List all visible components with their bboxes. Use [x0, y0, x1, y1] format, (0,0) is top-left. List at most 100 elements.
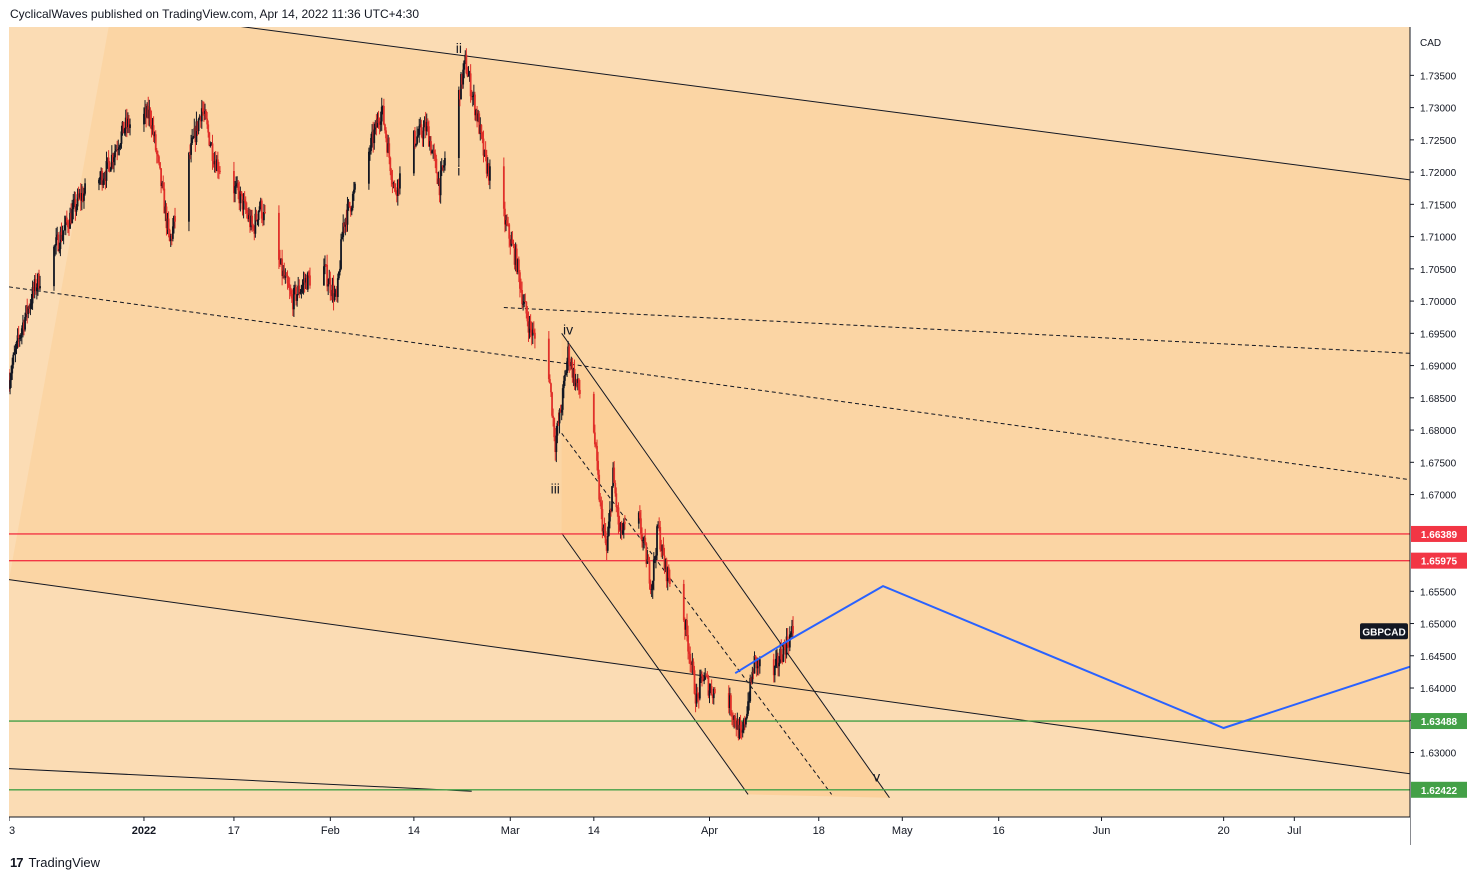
candle-body: [125, 117, 128, 128]
candle-body: [425, 122, 428, 132]
candle-body: [167, 218, 170, 230]
candle-body: [520, 288, 522, 291]
candle-body: [284, 275, 287, 278]
candle-body: [114, 151, 116, 158]
candle-body: [772, 659, 775, 676]
candle-body: [504, 208, 506, 225]
candle-body: [337, 271, 340, 279]
candle-body: [328, 277, 331, 285]
candle-body: [790, 633, 792, 635]
candle-body: [62, 230, 65, 235]
candle-body: [515, 248, 518, 272]
candle-body: [290, 294, 293, 299]
y-tick-label: 1.67500: [1420, 458, 1457, 469]
candle-body: [605, 543, 608, 551]
candle-body: [295, 287, 297, 301]
candle-body: [351, 193, 354, 208]
time-axis[interactable]: 13 2022 17 Feb 14 Mar 14 Apr 18 May 16 Jun 20 Jul: [3, 817, 1301, 837]
candle-body: [660, 549, 663, 552]
candle-body: [306, 272, 309, 290]
x-tick-label: 18: [813, 825, 825, 837]
candle-body: [305, 277, 308, 290]
candle-body: [568, 346, 571, 365]
candle-body: [99, 177, 101, 180]
candle-body: [349, 206, 352, 212]
candle-body: [84, 183, 86, 194]
candle-body: [777, 655, 779, 667]
candle-body: [390, 171, 393, 180]
candle-body: [385, 130, 387, 139]
trendline-solid: [561, 333, 890, 798]
candle-body: [244, 201, 247, 211]
trendline-dashed: [503, 307, 1411, 354]
tradingview-logo-icon[interactable]: 17: [10, 854, 24, 870]
candle-body: [702, 676, 704, 681]
candle-body: [204, 110, 206, 114]
candle-body: [213, 161, 216, 165]
candle-body: [289, 290, 292, 295]
candle-body: [658, 525, 661, 528]
candle-body: [143, 113, 145, 125]
candle-body: [70, 212, 73, 224]
price-axis[interactable]: 1.73500 1.73000 1.72500 1.72000 1.71500 1.710…: [1410, 71, 1457, 760]
candle-body: [708, 690, 711, 696]
candle-body: [326, 264, 329, 287]
candle-body: [469, 73, 472, 97]
candle-body: [251, 215, 254, 226]
candle-body: [173, 216, 175, 227]
candle-body: [293, 288, 295, 310]
projection-path: [734, 584, 1411, 730]
candle-body: [188, 152, 190, 222]
candle-body: [103, 178, 106, 181]
candle-body: [534, 332, 536, 339]
candle-body: [122, 121, 125, 134]
candle-body: [464, 54, 467, 61]
candle-body: [733, 715, 736, 720]
candle-body: [577, 378, 580, 390]
chart-frame[interactable]: ii i iv iii v 1.73500 1.73000 1.72500 1.72000 1.…: [3, 9, 1468, 845]
y-tick-label: 1.68500: [1420, 394, 1457, 405]
y-tick-label: 1.69500: [1420, 329, 1457, 340]
x-tick-label: May: [892, 825, 913, 837]
candle-body: [727, 693, 730, 708]
candle-body: [278, 212, 280, 260]
candle-body: [414, 130, 416, 146]
candle-body: [745, 718, 747, 725]
candle-body: [238, 190, 241, 204]
candle-body: [666, 567, 669, 582]
candle-body: [18, 338, 21, 340]
trendline-solid: [8, 579, 1411, 775]
footer-brand[interactable]: TradingView: [28, 854, 101, 870]
candle-body: [109, 167, 112, 172]
candle-body: [612, 467, 615, 487]
candle-body: [282, 270, 285, 277]
candle-body: [474, 94, 476, 116]
candle-body: [237, 183, 240, 191]
candle-body: [566, 361, 568, 373]
candle-body: [346, 203, 349, 225]
candle-body: [145, 108, 148, 118]
candle-body: [480, 124, 483, 133]
candle-body: [22, 322, 24, 329]
candle-body: [784, 646, 787, 655]
candle-body: [532, 330, 535, 333]
candle-body: [690, 663, 693, 665]
candle-body: [427, 126, 430, 147]
candle-body: [116, 149, 119, 151]
candle-body: [575, 379, 578, 383]
candle-body: [527, 321, 530, 333]
candle-body: [442, 165, 445, 168]
candle-body: [285, 275, 288, 277]
candle-body: [739, 724, 742, 729]
candle-body: [199, 116, 202, 122]
candle-body: [24, 317, 26, 330]
candle-body: [779, 648, 782, 663]
candle-body: [333, 293, 336, 301]
candle-body: [641, 534, 643, 542]
candle-body: [691, 661, 694, 665]
candle-body: [393, 183, 396, 188]
candle-body: [63, 225, 66, 231]
candle-body: [80, 193, 83, 201]
candle-body: [417, 135, 420, 137]
